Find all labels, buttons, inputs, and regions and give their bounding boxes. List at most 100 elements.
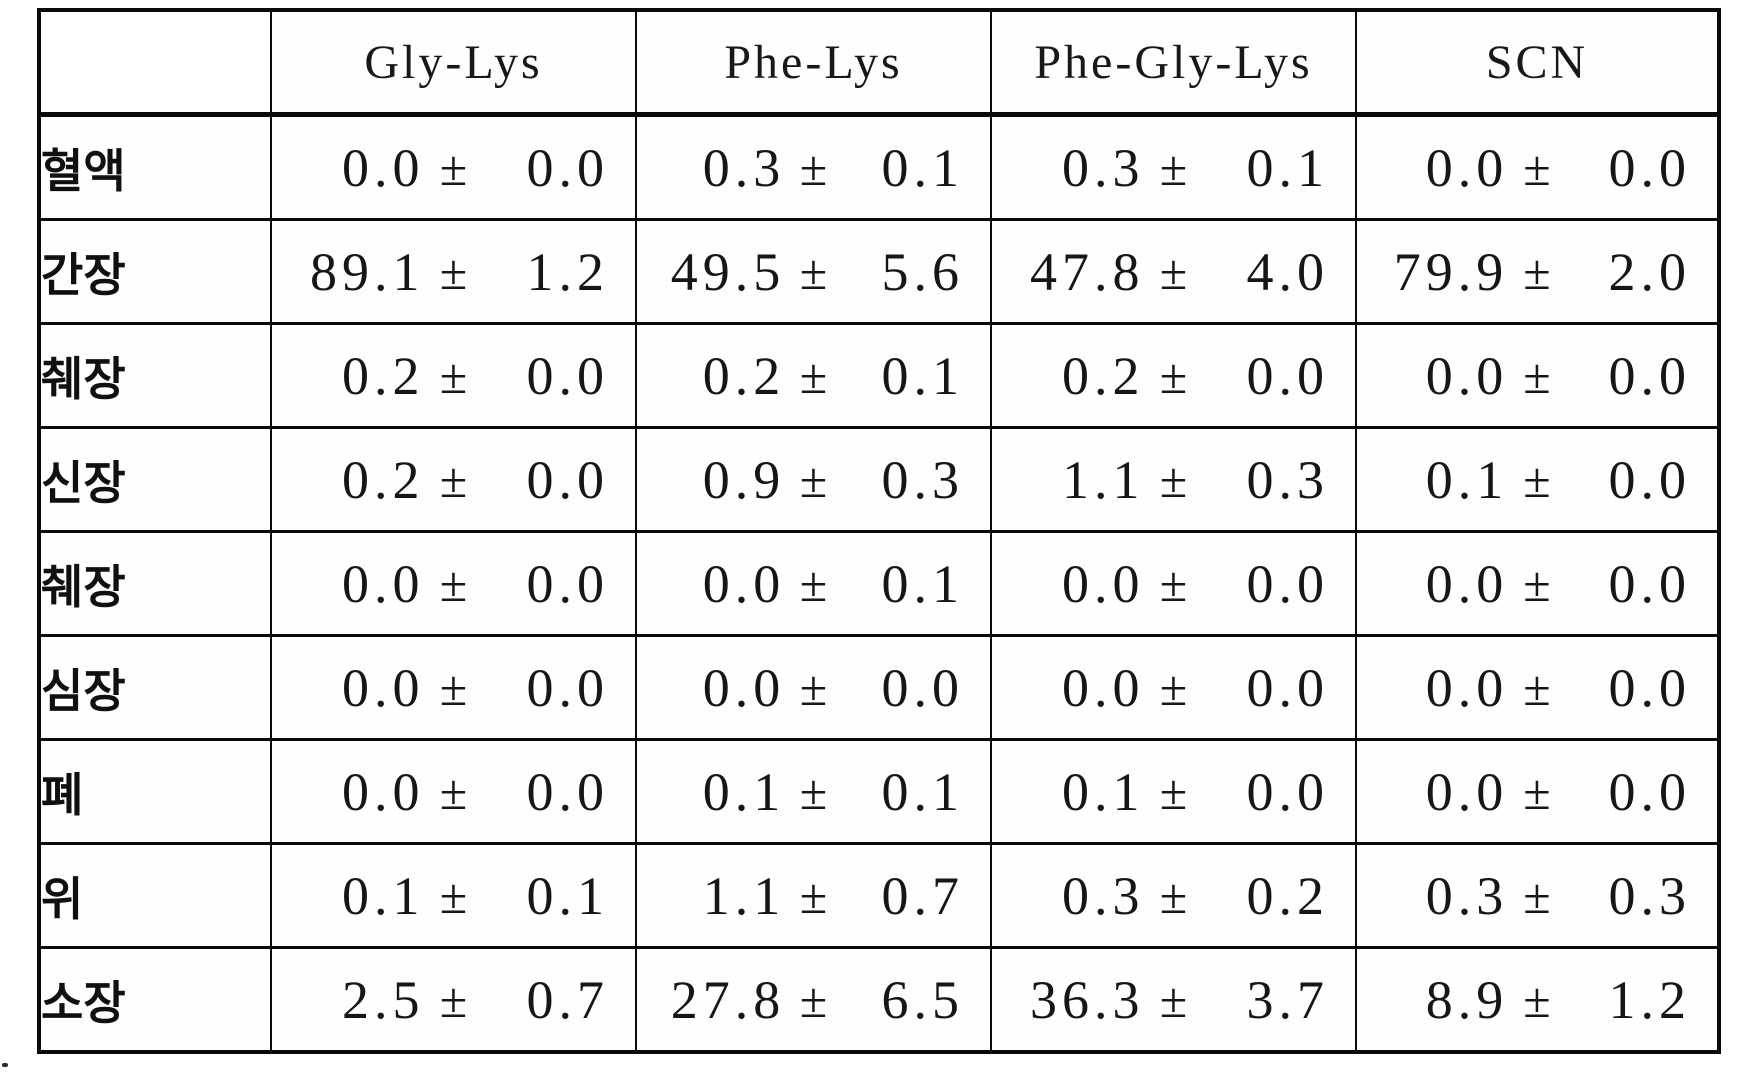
mean-value: 0.0	[341, 137, 425, 198]
data-cell: 0.3 ±0.1	[990, 113, 1357, 221]
error-value: 0.7	[881, 865, 964, 926]
mean-value: 0.1	[702, 761, 786, 822]
error-value: 0.1	[526, 865, 609, 926]
error-value: 0.0	[1608, 449, 1691, 510]
header-row: Gly-Lys Phe-Lys Phe-Gly-Lys SCN	[38, 9, 1720, 117]
data-cell: 0.2 ±0.1	[635, 322, 992, 429]
plus-minus-sign: ±	[799, 243, 828, 300]
error-value: 0.1	[881, 345, 964, 406]
plus-minus-sign: ±	[439, 763, 468, 820]
plus-minus-sign: ±	[799, 867, 828, 924]
row-header: 소장	[38, 946, 272, 1053]
data-cell: 1.1 ±0.7	[635, 842, 992, 949]
data-cell: 0.1 ±0.0	[1355, 426, 1720, 533]
plus-minus-sign: ±	[1159, 971, 1188, 1028]
mean-value: 0.0	[702, 657, 786, 718]
data-cell: 8.9 ±1.2	[1355, 946, 1720, 1053]
mean-value: 0.0	[341, 761, 425, 822]
mean-value: 79.9	[1393, 241, 1509, 302]
error-value: 0.0	[881, 657, 964, 718]
row-header: 심장	[38, 634, 272, 741]
table-row: 혈액 0.0 ±0.0 0.3 ±0.1 0.3 ±0.1 0.0 ±0.0	[38, 113, 1720, 221]
plus-minus-sign: ±	[1523, 139, 1551, 196]
mean-value: 49.5	[670, 241, 786, 302]
plus-minus-sign: ±	[1159, 451, 1188, 508]
data-cell: 0.0 ±0.0	[635, 634, 992, 741]
data-cell: 2.5 ±0.7	[270, 946, 637, 1053]
plus-minus-sign: ±	[1523, 971, 1551, 1028]
row-header: 위	[38, 842, 272, 949]
data-cell: 49.5 ±5.6	[635, 218, 992, 325]
mean-value: 0.1	[341, 865, 425, 926]
data-cell: 0.2 ±0.0	[990, 322, 1357, 429]
error-value: 0.1	[881, 761, 964, 822]
data-cell: 0.2 ±0.0	[270, 426, 637, 533]
data-cell: 0.0 ±0.0	[270, 113, 637, 221]
table-row: 소장 2.5 ±0.7 27.8 ±6.5 36.3 ±3.7 8.9 ±1.2	[38, 946, 1720, 1053]
data-cell: 0.0 ±0.0	[1355, 738, 1720, 845]
column-header-phe-lys: Phe-Lys	[635, 9, 992, 117]
plus-minus-sign: ±	[799, 347, 828, 404]
plus-minus-sign: ±	[439, 867, 468, 924]
plus-minus-sign: ±	[1159, 347, 1188, 404]
plus-minus-sign: ±	[439, 555, 468, 612]
error-value: 0.0	[1608, 657, 1691, 718]
row-header: 폐	[38, 738, 272, 845]
error-value: 0.2	[1246, 865, 1329, 926]
mean-value: 0.0	[1425, 553, 1509, 614]
error-value: 0.3	[1246, 449, 1329, 510]
data-cell: 0.0 ±0.0	[270, 634, 637, 741]
table-row: 심장 0.0 ±0.0 0.0 ±0.0 0.0 ±0.0 0.0 ±0.0	[38, 634, 1720, 741]
plus-minus-sign: ±	[799, 763, 828, 820]
plus-minus-sign: ±	[799, 451, 828, 508]
data-cell: 0.3 ±0.3	[1355, 842, 1720, 949]
mean-value: 36.3	[1029, 969, 1145, 1030]
mean-value: 0.3	[1061, 865, 1145, 926]
table-row: 췌장 0.0 ±0.0 0.0 ±0.1 0.0 ±0.0 0.0 ±0.0	[38, 530, 1720, 637]
row-header: 신장	[38, 426, 272, 533]
data-cell: 1.1 ±0.3	[990, 426, 1357, 533]
error-value: 0.1	[881, 553, 964, 614]
mean-value: 0.2	[341, 345, 425, 406]
plus-minus-sign: ±	[1159, 243, 1188, 300]
error-value: 0.0	[1246, 657, 1329, 718]
table-row: 신장 0.2 ±0.0 0.9 ±0.3 1.1 ±0.3 0.1 ±0.0	[38, 426, 1720, 533]
error-value: 2.0	[1608, 241, 1691, 302]
error-value: 5.6	[881, 241, 964, 302]
error-value: 0.0	[526, 657, 609, 718]
corner-cell	[38, 9, 272, 117]
data-cell: 0.0 ±0.0	[1355, 322, 1720, 429]
plus-minus-sign: ±	[799, 139, 828, 196]
error-value: 4.0	[1246, 241, 1329, 302]
mean-value: 0.0	[1425, 345, 1509, 406]
plus-minus-sign: ±	[439, 451, 468, 508]
table-row: 폐 0.0 ±0.0 0.1 ±0.1 0.1 ±0.0 0.0 ±0.0	[38, 738, 1720, 845]
mean-value: 0.9	[702, 449, 786, 510]
column-header-phe-gly-lys: Phe-Gly-Lys	[990, 9, 1357, 117]
plus-minus-sign: ±	[439, 243, 468, 300]
row-header: 췌장	[38, 530, 272, 637]
error-value: 0.1	[881, 137, 964, 198]
error-value: 0.0	[526, 345, 609, 406]
data-cell: 0.0 ±0.1	[635, 530, 992, 637]
data-cell: 36.3 ±3.7	[990, 946, 1357, 1053]
plus-minus-sign: ±	[1159, 763, 1188, 820]
data-cell: 0.3 ±0.1	[635, 113, 992, 221]
plus-minus-sign: ±	[1159, 139, 1188, 196]
plus-minus-sign: ±	[1523, 763, 1551, 820]
mean-value: 8.9	[1425, 969, 1509, 1030]
mean-value: 0.1	[1425, 449, 1509, 510]
data-cell: 0.1 ±0.1	[635, 738, 992, 845]
mean-value: 0.3	[1425, 865, 1509, 926]
plus-minus-sign: ±	[1523, 555, 1551, 612]
plus-minus-sign: ±	[439, 139, 468, 196]
data-cell: 79.9 ±2.0	[1355, 218, 1720, 325]
plus-minus-sign: ±	[1159, 867, 1188, 924]
plus-minus-sign: ±	[1159, 659, 1188, 716]
mean-value: 1.1	[702, 865, 786, 926]
plus-minus-sign: ±	[799, 659, 828, 716]
plus-minus-sign: ±	[799, 555, 828, 612]
row-header: 혈액	[38, 113, 272, 221]
data-cell: 0.0 ±0.0	[270, 738, 637, 845]
